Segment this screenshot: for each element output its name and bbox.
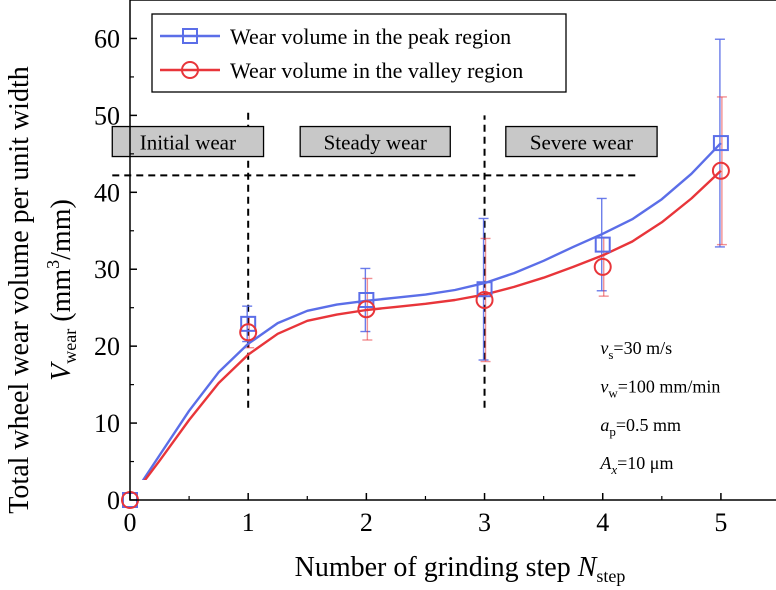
y-tick-label: 30 xyxy=(94,255,120,284)
legend-label: Wear volume in the valley region xyxy=(230,58,523,83)
data-point-circle xyxy=(239,323,258,342)
y-tick-label: 50 xyxy=(94,101,120,130)
y-tick-label: 10 xyxy=(94,409,120,438)
legend-label: Wear volume in the peak region xyxy=(230,24,511,49)
region-labels: Initial wear Steady wear Severe wear xyxy=(111,125,658,158)
x-tick-label: 0 xyxy=(124,508,137,537)
y-axis-title: Total wheel wear volume per unit width V… xyxy=(4,66,80,513)
series-line xyxy=(141,142,722,480)
series-markers xyxy=(121,135,730,509)
error-bar xyxy=(598,236,609,297)
x-tick-label: 1 xyxy=(242,508,255,537)
error-bar xyxy=(716,96,727,246)
data-point-circle xyxy=(475,291,494,309)
region-box xyxy=(111,125,265,158)
y-axis-ticks: 0 10 20 30 40 50 60 xyxy=(94,24,137,515)
x-axis-title: Number of grinding step Nstep xyxy=(295,552,626,586)
parameter-annotation: Ax=10 μm xyxy=(599,453,673,477)
data-point-square xyxy=(476,281,493,298)
y-tick-label: 20 xyxy=(94,332,120,361)
reference-lines xyxy=(112,107,639,408)
data-point-square xyxy=(594,236,611,253)
region-box xyxy=(505,125,658,158)
x-tick-label: 5 xyxy=(714,508,727,537)
y-axis-title-line2: Vwear (mm3/mm) xyxy=(43,199,80,381)
legend-box xyxy=(151,13,567,93)
plot-area: Initial wear Steady wear Severe wear vs=30… xyxy=(94,0,776,537)
parameter-annotation: vw=100 mm/min xyxy=(600,376,720,400)
error-bars xyxy=(242,38,727,363)
x-tick-label: 2 xyxy=(360,508,373,537)
y-tick-label: 40 xyxy=(94,178,120,207)
parameter-annotations: vs=30 m/s vw=100 mm/min ap=0.5 mm Ax=10 μm xyxy=(599,338,720,477)
x-tick-label: 3 xyxy=(478,508,491,537)
data-point-square xyxy=(712,135,729,152)
x-axis-ticks: 0 1 2 3 4 5 xyxy=(124,493,727,537)
data-point-circle xyxy=(357,300,376,319)
y-tick-label: 0 xyxy=(107,486,120,515)
region-label: Steady wear xyxy=(324,131,427,155)
error-bar xyxy=(480,237,491,363)
data-point-square xyxy=(182,28,198,44)
error-bar xyxy=(478,217,489,361)
x-tick-label: 4 xyxy=(596,508,609,537)
data-point-circle xyxy=(711,161,730,180)
y-axis-title-line1: Total wheel wear volume per unit width xyxy=(4,66,35,513)
region-label: Initial wear xyxy=(140,131,236,155)
data-point-circle xyxy=(593,257,612,276)
series-line xyxy=(143,169,722,480)
parameter-annotation: ap=0.5 mm xyxy=(600,415,681,439)
data-point-square xyxy=(240,315,257,332)
legend: Wear volume in the peak region Wear volum… xyxy=(151,13,567,93)
data-point-square xyxy=(358,292,375,308)
y-tick-label: 60 xyxy=(94,24,120,53)
error-bar xyxy=(596,197,607,292)
data-point-circle xyxy=(181,61,199,79)
region-box xyxy=(299,125,451,158)
region-label: Severe wear xyxy=(530,131,633,155)
parameter-annotation: vs=30 m/s xyxy=(600,338,672,362)
series-lines xyxy=(141,142,722,480)
plot-frame xyxy=(129,0,776,501)
